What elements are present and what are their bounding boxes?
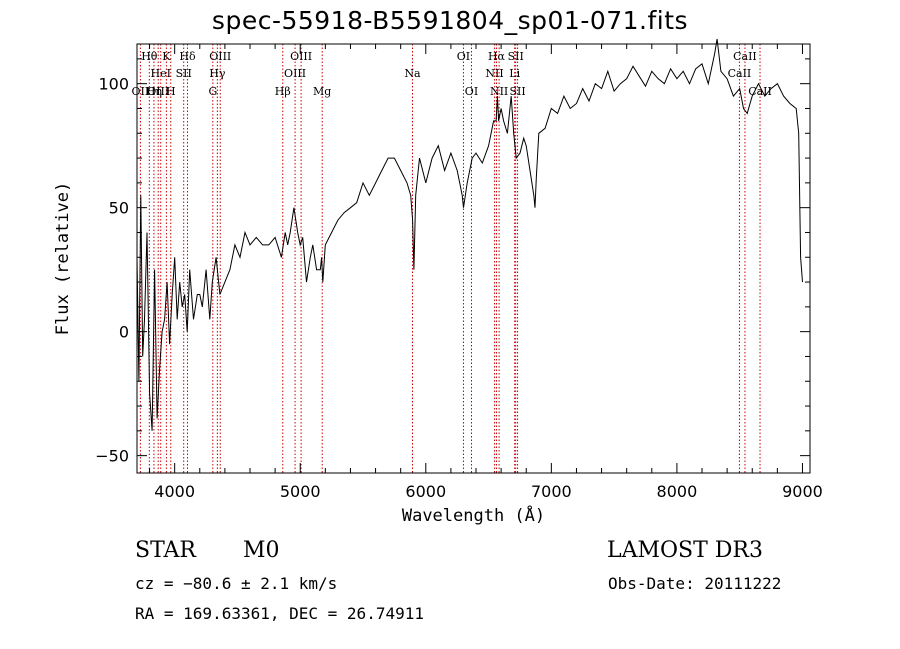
- x-tick-label: 5000: [280, 482, 321, 501]
- line-label: OI: [465, 85, 478, 98]
- chart-title: spec-55918-B5591804_sp01-071.fits: [211, 6, 689, 35]
- line-label: Hη: [146, 85, 162, 98]
- line-label: NII: [490, 85, 508, 98]
- redshift-cz: cz = −80.6 ± 2.1 km/s: [135, 574, 338, 593]
- line-label: Hβ: [275, 85, 291, 98]
- x-tick-label: 7000: [531, 482, 572, 501]
- line-label: CaII: [748, 85, 772, 98]
- line-label: Hα: [488, 50, 506, 63]
- line-label: Li: [509, 67, 520, 80]
- line-label: Hδ: [179, 50, 196, 63]
- subclass: M0: [243, 538, 280, 563]
- flux-series-line: [136, 38, 803, 431]
- line-label: K: [162, 50, 171, 63]
- y-axis-label: Flux (relative): [53, 182, 73, 336]
- line-label: SII: [508, 50, 524, 63]
- line-label: SII: [509, 85, 525, 98]
- line-label: OIII: [290, 50, 312, 63]
- survey-name: LAMOST DR3: [607, 538, 763, 563]
- line-label: OIII: [284, 67, 306, 80]
- line-label: OIII: [209, 50, 231, 63]
- line-label: SII: [176, 67, 192, 80]
- line-label: H: [166, 85, 176, 98]
- x-tick-label: 8000: [657, 482, 698, 501]
- line-label: Mg: [313, 85, 331, 98]
- obs-date: Obs-Date: 20111222: [608, 574, 782, 593]
- x-tick-label: 9000: [782, 482, 823, 501]
- x-tick-label: 4000: [154, 482, 195, 501]
- line-label: NII: [485, 67, 503, 80]
- line-label: OII: [132, 85, 150, 98]
- line-label: CaII: [728, 67, 752, 80]
- y-tick-label: 100: [98, 75, 129, 94]
- line-label: OIII: [147, 85, 169, 98]
- line-label: OI: [457, 50, 470, 63]
- coordinates: RA = 169.63361, DEC = 26.74911: [135, 604, 424, 623]
- y-tick-label: 50: [109, 199, 129, 218]
- line-label: Hθ: [141, 50, 158, 63]
- line-label: Na: [404, 67, 421, 80]
- line-label: G: [208, 85, 217, 98]
- line-label: Hγ: [209, 67, 226, 80]
- y-tick-label: 0: [119, 323, 129, 342]
- object-type: STAR: [135, 538, 196, 563]
- line-label: CaII: [733, 50, 757, 63]
- line-label: HeI: [151, 67, 171, 80]
- x-tick-label: 6000: [405, 482, 446, 501]
- plot-frame: [136, 43, 811, 474]
- y-tick-label: −50: [95, 447, 129, 466]
- x-axis-label: Wavelength (Å): [402, 504, 545, 526]
